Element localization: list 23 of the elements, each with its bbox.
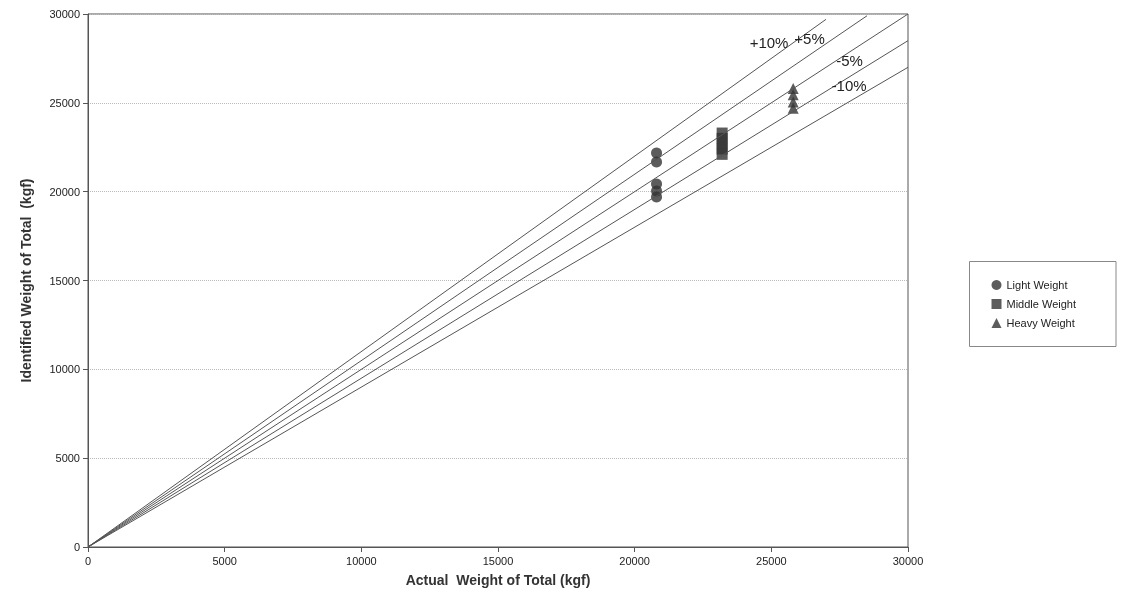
y-tick-label: 0 [73, 541, 80, 553]
y-tick-label: 25000 [49, 96, 80, 109]
legend-label: Light Weight [1006, 279, 1068, 291]
series-label: +5% [794, 29, 825, 47]
series-label: -10% [831, 77, 867, 95]
x-axis-title: Actual Weight of Total (kgf) [405, 572, 591, 588]
series-label: +10% [749, 34, 789, 52]
legend-label: Middle Weight [1006, 298, 1076, 310]
x-tick-label: 15000 [482, 554, 514, 567]
x-tick-label: 0 [84, 554, 92, 567]
x-tick-label: 5000 [212, 554, 237, 567]
x-tick-label: 25000 [756, 554, 787, 567]
legend-label: Heavy Weight [1006, 317, 1075, 329]
y-axis-title: Identified Weight of Total (kgf) [18, 178, 34, 383]
y-tick-label: 30000 [49, 8, 80, 20]
y-tick-label: 20000 [49, 185, 80, 198]
y-tick-label: 5000 [55, 452, 80, 465]
y-tick-label: 10000 [49, 363, 80, 376]
y-tick-label: 15000 [49, 274, 80, 287]
x-tick-label: 30000 [892, 554, 924, 567]
x-tick-label: 20000 [619, 554, 650, 567]
x-tick-label: 10000 [346, 554, 377, 567]
series-label: -5% [836, 51, 863, 69]
